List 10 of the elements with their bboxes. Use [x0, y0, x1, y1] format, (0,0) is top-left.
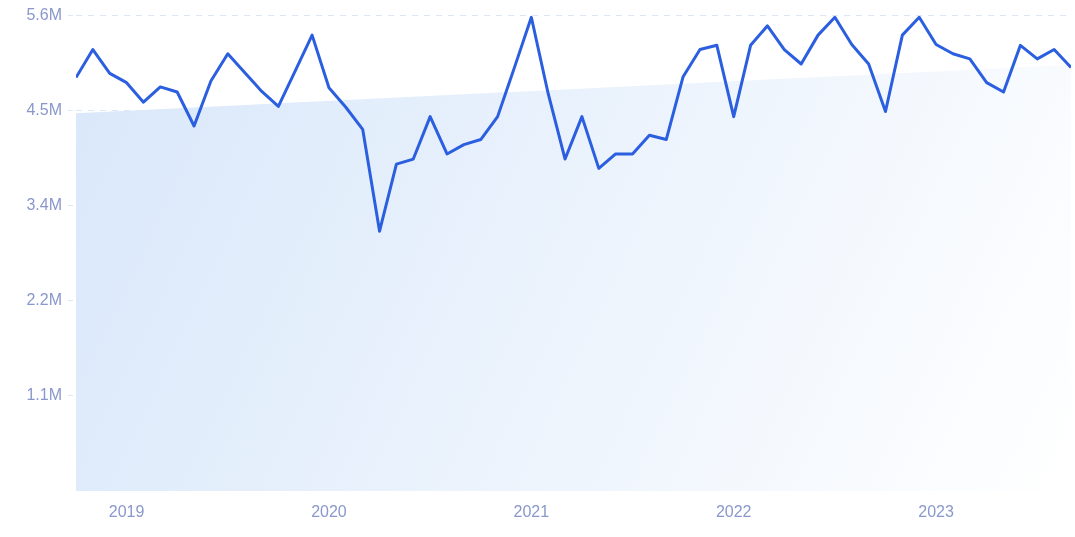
x-tick-label: 2022 [715, 503, 752, 521]
x-tick-label: 2019 [108, 503, 145, 521]
x-tick-label: 2020 [311, 503, 347, 521]
y-tick-label: 1.1M [26, 386, 62, 404]
y-tick-label: 4.5M [26, 101, 62, 119]
y-tick-label: 2.2M [26, 291, 62, 309]
x-tick-label: 2023 [918, 503, 954, 521]
y-tick-label: 3.4M [26, 196, 62, 214]
x-tick-label: 2021 [513, 503, 550, 521]
y-tick-label: 5.6M [26, 6, 62, 24]
